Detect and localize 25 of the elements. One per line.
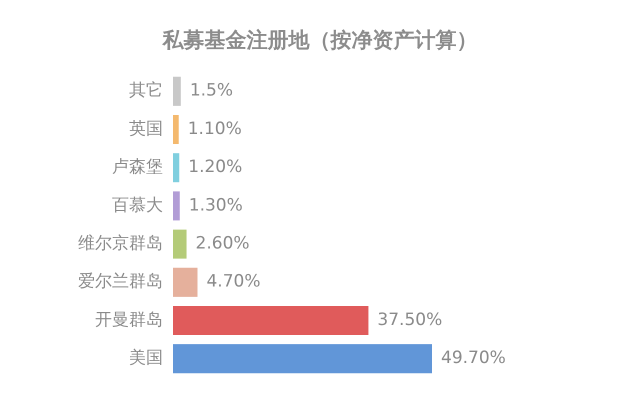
bar	[173, 268, 198, 297]
bar	[173, 230, 187, 259]
bar	[173, 344, 432, 374]
bar	[173, 76, 181, 106]
bar	[173, 191, 180, 220]
data-label: 37.50%	[377, 310, 442, 330]
y-tick-label: 其它	[129, 80, 163, 101]
data-label: 49.70%	[441, 348, 506, 368]
data-label: 1.30%	[188, 195, 243, 216]
y-tick-label: 美国	[129, 348, 163, 368]
y-tick-label: 开曼群岛	[95, 310, 163, 330]
bar	[173, 114, 179, 144]
y-tick-label: 英国	[129, 118, 163, 139]
y-tick-label: 卢森堡	[112, 157, 163, 178]
y-tick-label: 百慕大	[112, 195, 163, 216]
data-label: 4.70%	[206, 272, 261, 292]
bar	[173, 306, 368, 336]
data-label: 1.20%	[188, 157, 242, 178]
data-label: 1.10%	[188, 118, 242, 139]
y-tick-label: 爱尔兰群岛	[78, 272, 163, 292]
chart-title: 私募基金注册地（按净资产计算）	[161, 27, 478, 52]
bar	[173, 153, 180, 182]
y-tick-label: 维尔京群岛	[78, 234, 163, 254]
data-label: 1.5%	[190, 80, 234, 101]
data-label: 2.60%	[196, 234, 250, 254]
